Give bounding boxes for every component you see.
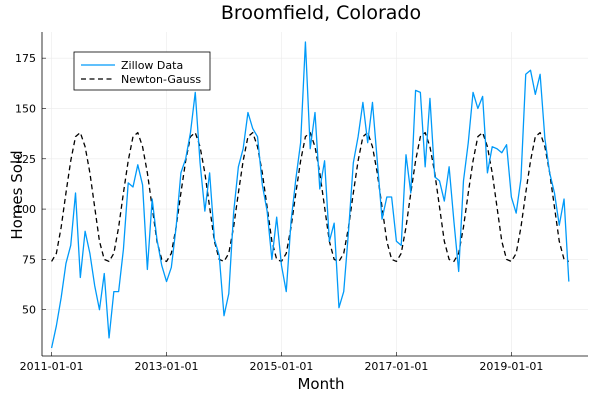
series-group: [50, 41, 570, 349]
x-tick-label: 2017-01-01: [364, 360, 428, 373]
y-axis-title: Homes Sold: [8, 150, 26, 239]
chart-title: Broomfield, Colorado: [221, 2, 421, 24]
zillow-data-series-line: [50, 41, 570, 349]
y-tick-label: 125: [15, 153, 36, 166]
x-tick-labels: 2011-01-01 2013-01-01 2015-01-01 2017-01-01…: [20, 360, 544, 373]
x-tick-label: 2019-01-01: [479, 360, 543, 373]
y-tick-label: 75: [22, 253, 36, 266]
axes: [41, 32, 588, 357]
legend-label: Newton-Gauss: [121, 73, 201, 86]
x-tick-label: 2013-01-01: [135, 360, 199, 373]
newton-gauss-series-line: [51, 131, 570, 263]
legend-label: Zillow Data: [121, 59, 183, 72]
x-tick-label: 2015-01-01: [250, 360, 314, 373]
y-tick-labels: 50 75 100 125 150 175: [15, 52, 36, 317]
legend-box: [73, 51, 211, 91]
x-tick-label: 2011-01-01: [20, 360, 84, 373]
y-tick-label: 150: [15, 102, 36, 115]
grid: [42, 32, 588, 356]
y-tick-label: 100: [15, 203, 36, 216]
y-tick-label: 50: [22, 304, 36, 317]
x-axis-title: Month: [297, 375, 344, 393]
y-tick-label: 175: [15, 52, 36, 65]
